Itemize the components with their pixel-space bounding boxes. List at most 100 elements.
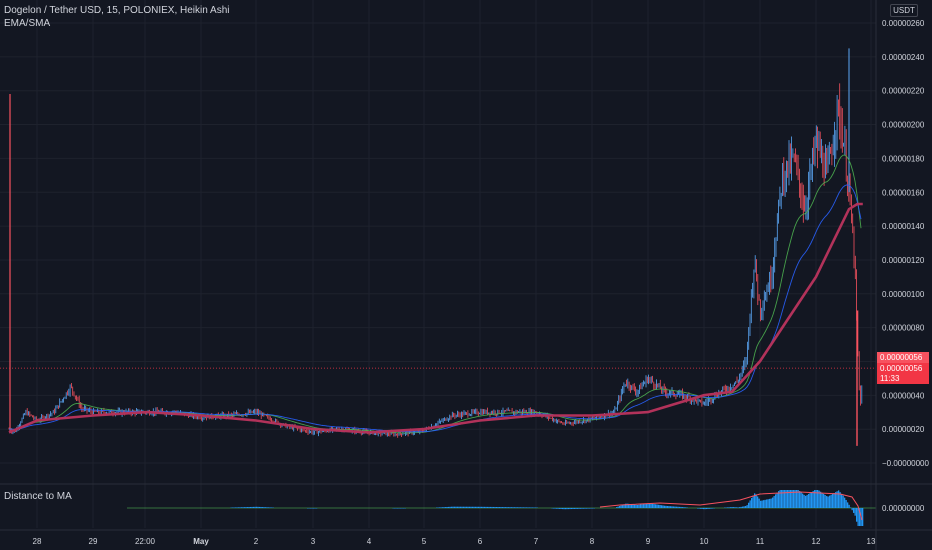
histogram-bar (817, 490, 819, 508)
histogram-bar (616, 507, 618, 508)
histogram-bar (520, 507, 522, 508)
histogram-bar (437, 507, 439, 508)
histogram-bar (826, 496, 828, 508)
histogram-bar (755, 494, 757, 508)
last-price-tag: 0.00000056 (877, 352, 929, 363)
histogram-bar (628, 503, 630, 508)
histogram-bar (569, 508, 571, 510)
histogram-bar (737, 507, 739, 508)
histogram-bar (464, 506, 466, 508)
histogram-bar (671, 506, 673, 508)
histogram-signal-line (599, 491, 863, 521)
histogram-bar (524, 507, 526, 508)
histogram-bar (659, 505, 661, 508)
histogram-bar (269, 507, 271, 508)
histogram-bar (752, 495, 754, 508)
histogram-bar (850, 507, 852, 508)
histogram-bar (458, 506, 460, 508)
histogram-bar (446, 506, 448, 508)
histogram-bar (773, 495, 775, 508)
histogram-bar (674, 506, 676, 508)
histogram-bar (815, 490, 817, 508)
time-axis-label: 12 (812, 537, 821, 546)
histogram-bar (745, 506, 747, 508)
histogram-bar (757, 496, 759, 508)
time-axis-label: 9 (646, 537, 651, 546)
currency-badge[interactable]: USDT (890, 4, 918, 17)
histogram-bar (235, 507, 237, 508)
histogram-bar (491, 506, 493, 508)
histogram-bar (637, 504, 639, 508)
histogram-bar (521, 507, 523, 508)
histogram-bar (490, 506, 492, 508)
histogram-bar (568, 508, 570, 510)
indicator-legend[interactable]: EMA/SMA (4, 18, 51, 29)
histogram-bar (772, 497, 774, 508)
histogram-bar (644, 503, 646, 508)
histogram-bar (515, 507, 517, 508)
histogram-bar (805, 495, 807, 508)
histogram-bar (683, 507, 685, 508)
price-axis-label: 0.00000020 (882, 425, 925, 434)
histogram-bar (806, 494, 808, 508)
histogram-bar (655, 504, 657, 508)
histogram-bar (661, 505, 663, 508)
histogram-bar (511, 507, 513, 508)
price-axis-label: 0.00000220 (882, 87, 925, 96)
histogram-bar (823, 493, 825, 508)
histogram-bar (781, 490, 783, 508)
histogram-bar (475, 506, 477, 508)
histogram-bar (533, 507, 535, 508)
histogram-bar (581, 508, 583, 509)
histogram-bar (265, 507, 267, 508)
histogram-bar (242, 507, 244, 508)
histogram-bar (685, 507, 687, 508)
histogram-bar (632, 504, 634, 508)
histogram-bar (698, 508, 700, 509)
chart-legend-title[interactable]: Dogelon / Tether USD, 15, POLONIEX, Heik… (4, 5, 230, 16)
histogram-bar (793, 490, 795, 508)
sub-indicator-legend[interactable]: Distance to MA (4, 491, 72, 502)
histogram-bar (263, 507, 265, 508)
histogram-bar (709, 508, 711, 509)
histogram-bar (808, 493, 810, 508)
price-axis-label: 0.00000080 (882, 324, 925, 333)
histogram-bar (764, 499, 766, 508)
histogram-bar (728, 507, 730, 508)
histogram-bar (509, 507, 511, 508)
histogram-bar (782, 490, 784, 508)
histogram-bar (827, 496, 829, 508)
histogram-bar (553, 508, 555, 509)
histogram-bar (259, 506, 261, 508)
histogram-bar (749, 500, 751, 508)
time-axis-label: May (193, 537, 209, 546)
histogram-bar (589, 508, 591, 509)
histogram-bar (841, 493, 843, 508)
histogram-bar (853, 508, 855, 513)
histogram-bar (254, 506, 256, 508)
histogram-bar (454, 506, 456, 508)
time-axis-label: 28 (33, 537, 42, 546)
histogram-bar (785, 490, 787, 508)
histogram-bar (487, 506, 489, 508)
histogram-bar (680, 506, 682, 508)
histogram-bar (830, 494, 832, 508)
histogram-bar (466, 506, 468, 508)
histogram-bar (740, 506, 742, 508)
histogram-bar (238, 507, 240, 508)
histogram-bar (847, 502, 849, 508)
histogram-bar (635, 504, 637, 508)
histogram-bar (704, 508, 706, 510)
histogram-bar (791, 490, 793, 508)
histogram-bar (488, 506, 490, 508)
histogram-bar (517, 507, 519, 508)
histogram-bar (481, 506, 483, 508)
histogram-bar (575, 508, 577, 509)
histogram-bar (236, 507, 238, 508)
histogram-bar (473, 506, 475, 508)
histogram-bar (677, 506, 679, 508)
histogram-bar (443, 507, 445, 508)
histogram-bar (554, 508, 556, 509)
